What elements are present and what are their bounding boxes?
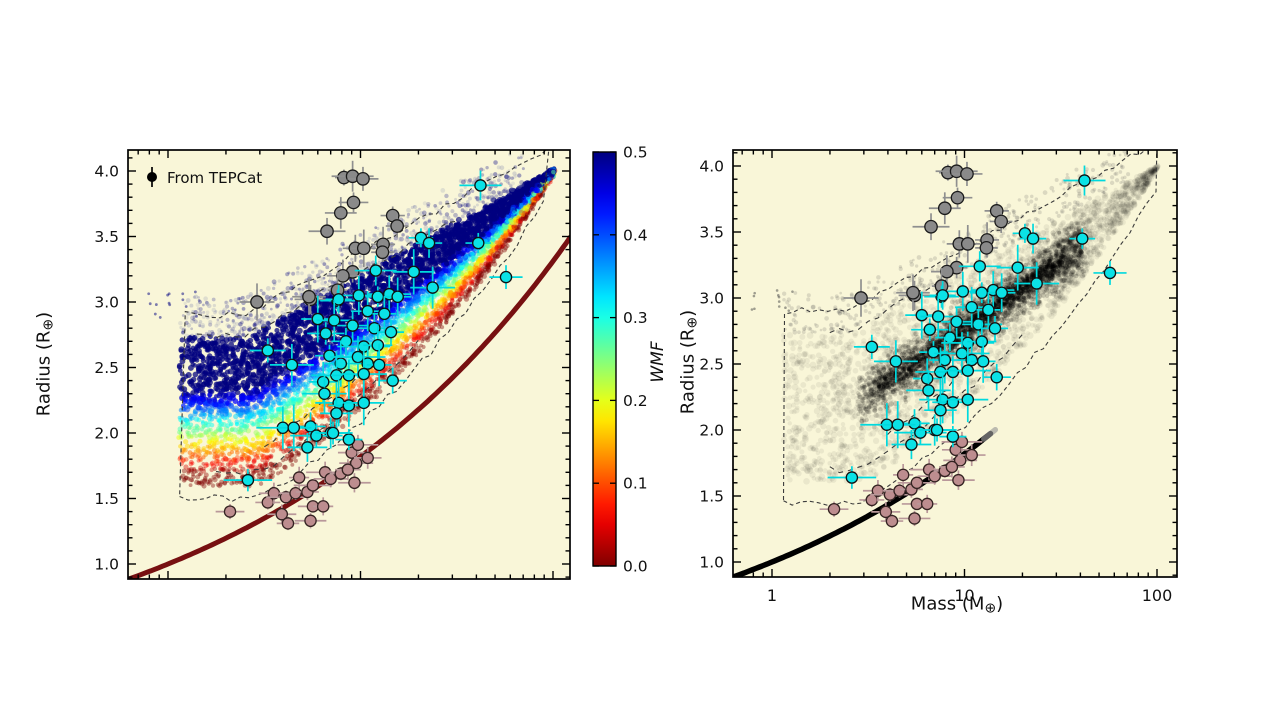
sample-cyan-points — [223, 170, 523, 492]
x-axis-label: Mass (M⊕) — [911, 594, 1003, 617]
right-y-axis-label: Radius (R⊕) — [678, 310, 701, 414]
tepcat-subneptunes-gray-points — [843, 155, 1013, 317]
left-wmf-panel-ticks — [128, 150, 570, 579]
left-wmf-panel: 4.03.53.02.52.01.51.0 — [94, 149, 571, 580]
earth-symbol: ⊕ — [984, 600, 997, 617]
colorbar-label: WMF — [648, 341, 668, 383]
left-y-axis-label-text: Radius (R — [33, 330, 55, 417]
left-y-axis-label-close: ) — [33, 311, 55, 319]
left-y-axis-label: Radius (R⊕) — [34, 312, 57, 416]
right-mass-radius-panel-data-layer — [733, 150, 1161, 577]
left-wmf-panel-frame — [127, 149, 571, 580]
right-y-axis-label-close: ) — [677, 309, 699, 317]
right-y-axis-label-text: Radius (R — [677, 328, 699, 415]
rocky-pink-points — [819, 431, 986, 528]
sample-cyan-points — [827, 165, 1127, 489]
x-axis-label-close: ) — [996, 593, 1004, 615]
tepcat-subneptunes-gray-points — [239, 160, 409, 321]
right-mass-radius-panel: 4.03.53.02.52.01.51.01 10 100 — [699, 149, 1178, 605]
earth-symbol: ⊕ — [684, 316, 701, 329]
right-mass-radius-panel-ticks — [733, 150, 1177, 577]
rocky-pink-points — [215, 434, 382, 531]
legend-marker — [147, 167, 157, 187]
left-wmf-panel-data-layer — [128, 150, 570, 579]
wmf-colorbar: 0.50.40.30.20.10.0 — [592, 144, 648, 576]
legend-label: From TEPCat — [167, 169, 263, 187]
x-axis-label-text: Mass (M — [910, 593, 985, 615]
earth-symbol: ⊕ — [40, 318, 57, 331]
